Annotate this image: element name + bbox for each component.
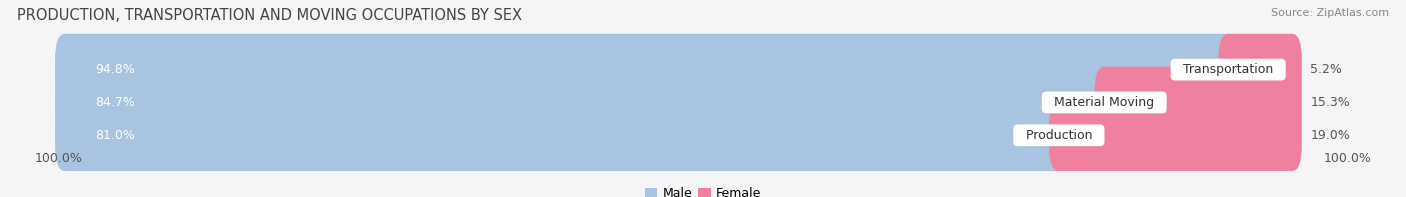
FancyBboxPatch shape xyxy=(55,67,1114,138)
Text: 81.0%: 81.0% xyxy=(96,129,135,142)
FancyBboxPatch shape xyxy=(55,34,1239,105)
Text: Production: Production xyxy=(1018,129,1099,142)
Text: Transportation: Transportation xyxy=(1175,63,1281,76)
Text: Source: ZipAtlas.com: Source: ZipAtlas.com xyxy=(1271,8,1389,18)
Text: 100.0%: 100.0% xyxy=(1324,152,1372,165)
Text: Material Moving: Material Moving xyxy=(1046,96,1163,109)
FancyBboxPatch shape xyxy=(55,99,1069,171)
FancyBboxPatch shape xyxy=(1094,67,1302,138)
Text: 94.8%: 94.8% xyxy=(96,63,135,76)
Text: 5.2%: 5.2% xyxy=(1310,63,1343,76)
Legend: Male, Female: Male, Female xyxy=(645,187,761,197)
Text: 84.7%: 84.7% xyxy=(96,96,135,109)
FancyBboxPatch shape xyxy=(55,34,1302,105)
FancyBboxPatch shape xyxy=(55,99,1302,171)
FancyBboxPatch shape xyxy=(55,67,1302,138)
Text: 100.0%: 100.0% xyxy=(34,152,82,165)
Text: 15.3%: 15.3% xyxy=(1310,96,1350,109)
FancyBboxPatch shape xyxy=(1049,99,1302,171)
FancyBboxPatch shape xyxy=(1219,34,1302,105)
Text: 19.0%: 19.0% xyxy=(1310,129,1350,142)
Text: PRODUCTION, TRANSPORTATION AND MOVING OCCUPATIONS BY SEX: PRODUCTION, TRANSPORTATION AND MOVING OC… xyxy=(17,8,522,23)
